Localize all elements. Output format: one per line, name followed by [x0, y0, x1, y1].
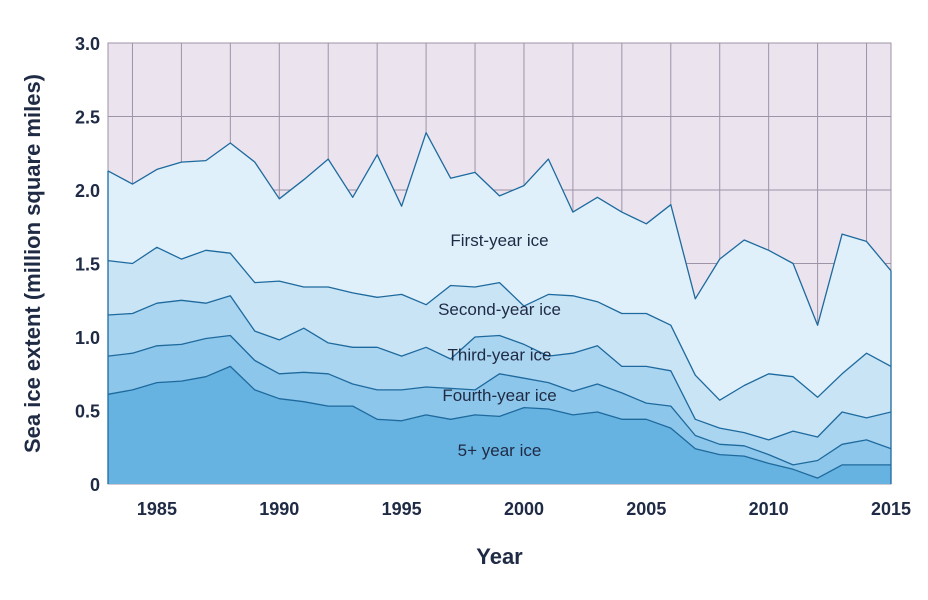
x-axis-title: Year — [476, 544, 523, 569]
y-axis-title: Sea ice extent (million square miles) — [20, 74, 45, 453]
area-first-year-ice — [108, 132, 891, 401]
line-5-year-ice — [107, 365, 891, 479]
series-lines — [107, 132, 892, 484]
label-fourth-year-ice: Fourth-year ice — [442, 386, 556, 405]
y-tick-label: 2.0 — [75, 181, 100, 201]
label-first-year-ice: First-year ice — [450, 231, 548, 250]
x-tick-label: 2005 — [626, 499, 666, 519]
x-tick-label: 1990 — [259, 499, 299, 519]
label-5plus-year-ice: 5+ year ice — [458, 441, 542, 460]
area-5-year-ice — [108, 366, 891, 484]
y-tick-label: 0.5 — [75, 402, 100, 422]
y-tick-label: 3.0 — [75, 34, 100, 54]
line-second-year-ice — [107, 246, 892, 401]
area-third-year-ice — [108, 295, 891, 465]
y-tick-labels: 0 0.5 1.0 1.5 2.0 2.5 3.0 — [75, 34, 100, 495]
stacked-areas — [108, 132, 891, 484]
y-tick-label: 2.5 — [75, 108, 100, 128]
x-tick-label: 2010 — [749, 499, 789, 519]
area-second-year-ice — [108, 247, 891, 440]
line-fourth-year-ice — [107, 334, 892, 466]
line-third-year-ice — [107, 295, 892, 441]
area-labels: First-year ice Second-year ice Third-yea… — [438, 231, 561, 460]
y-tick-label: 1.0 — [75, 328, 100, 348]
x-tick-labels: 1985 1990 1995 2000 2005 2010 2015 — [137, 499, 911, 519]
line-first-year-ice — [107, 132, 892, 326]
x-tick-label: 1985 — [137, 499, 177, 519]
x-tick-label: 2000 — [504, 499, 544, 519]
y-tick-label: 0 — [90, 475, 100, 495]
area-fourth-year-ice — [108, 335, 891, 479]
label-third-year-ice: Third-year ice — [448, 346, 552, 365]
label-second-year-ice: Second-year ice — [438, 300, 561, 319]
y-tick-label: 1.5 — [75, 255, 100, 275]
x-tick-label: 1995 — [382, 499, 422, 519]
x-tick-label: 2015 — [871, 499, 911, 519]
